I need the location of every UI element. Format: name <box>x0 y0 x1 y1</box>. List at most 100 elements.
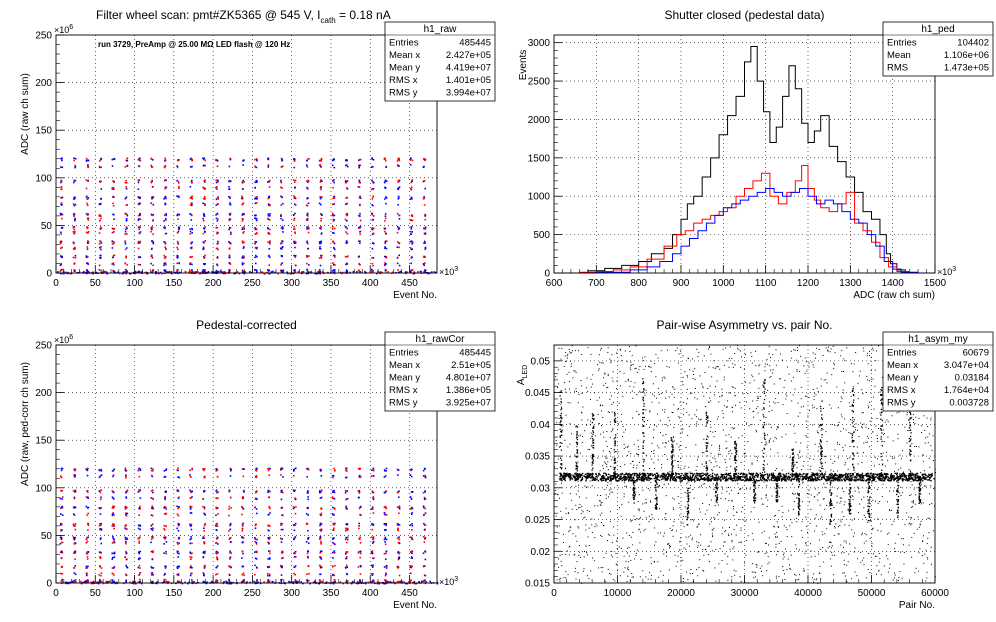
data-point <box>709 486 711 488</box>
data-point <box>191 263 193 266</box>
data-point <box>57 271 59 273</box>
data-point <box>267 513 270 516</box>
data-point <box>320 543 322 545</box>
data-point <box>411 197 413 200</box>
data-point <box>60 203 62 206</box>
data-point <box>658 485 660 487</box>
data-point <box>100 572 103 575</box>
data-point <box>294 197 297 200</box>
data-point <box>60 197 62 199</box>
data-point <box>255 166 258 169</box>
data-point <box>397 165 400 167</box>
data-point <box>830 472 832 474</box>
data-point <box>371 213 374 216</box>
data-point <box>346 232 349 235</box>
data-point <box>332 476 334 479</box>
data-point <box>650 501 652 503</box>
y-axis-title: Events <box>518 50 529 81</box>
data-point <box>156 582 158 585</box>
data-point <box>722 348 724 350</box>
data-point <box>928 433 930 435</box>
data-point <box>113 556 116 558</box>
data-point <box>747 469 749 471</box>
data-point <box>176 566 179 568</box>
data-point <box>824 486 826 488</box>
data-point <box>151 196 154 199</box>
data-point <box>383 181 386 184</box>
data-point <box>410 219 412 221</box>
data-point <box>805 361 807 363</box>
data-point <box>358 214 360 217</box>
data-point <box>242 507 244 509</box>
data-point <box>242 522 244 525</box>
data-point <box>371 204 374 206</box>
data-point <box>767 434 769 436</box>
data-point <box>933 488 935 490</box>
data-point <box>61 467 64 470</box>
data-point <box>150 572 153 575</box>
data-point <box>607 375 609 377</box>
data-point <box>583 556 585 558</box>
data-point <box>318 202 321 205</box>
data-point <box>794 432 796 434</box>
data-point <box>699 486 701 488</box>
data-point <box>613 451 615 453</box>
data-point <box>871 529 873 531</box>
data-point <box>739 519 741 521</box>
data-point <box>371 573 374 575</box>
data-point <box>87 522 90 525</box>
data-point <box>151 180 153 183</box>
data-point <box>111 496 114 499</box>
data-point <box>187 582 189 585</box>
data-point <box>719 466 721 468</box>
data-point <box>396 468 399 471</box>
data-point <box>645 389 647 391</box>
data-point <box>913 488 915 490</box>
data-point <box>254 214 256 217</box>
data-point <box>751 462 753 464</box>
stats-value: 4.801e+07 <box>446 373 491 384</box>
data-point <box>333 507 336 510</box>
data-point <box>371 581 374 584</box>
data-point <box>608 450 610 452</box>
data-point <box>216 556 218 559</box>
data-point <box>87 529 89 531</box>
data-point <box>215 179 218 182</box>
data-point <box>189 213 191 215</box>
data-point <box>294 212 296 215</box>
data-point <box>567 402 569 404</box>
data-point <box>651 451 653 453</box>
data-point <box>910 524 912 526</box>
x-tick-label: 20000 <box>667 588 695 599</box>
data-point <box>292 272 295 275</box>
data-point <box>293 166 296 169</box>
data-point <box>280 578 282 581</box>
data-point <box>631 519 633 521</box>
x-tick-label: 700 <box>588 278 605 289</box>
data-point <box>829 541 831 543</box>
data-point <box>647 578 649 580</box>
hist-series-3 <box>554 188 935 274</box>
data-point <box>152 527 154 530</box>
data-point <box>367 581 370 584</box>
data-point <box>685 516 687 518</box>
data-point <box>857 398 859 400</box>
data-point <box>575 504 577 506</box>
data-point <box>306 476 309 478</box>
data-point <box>422 263 425 265</box>
data-point <box>721 492 723 494</box>
data-point <box>294 187 296 189</box>
data-point <box>281 528 284 531</box>
data-point <box>692 370 694 372</box>
stats-value: 1.401e+05 <box>446 75 491 86</box>
data-point <box>745 353 747 355</box>
data-point <box>371 542 374 544</box>
data-point <box>383 230 386 233</box>
data-point <box>86 555 89 558</box>
data-point <box>713 527 715 529</box>
data-point <box>216 579 219 582</box>
data-point <box>410 196 413 199</box>
data-point <box>334 256 336 258</box>
data-point <box>915 567 917 569</box>
data-point <box>280 217 282 220</box>
